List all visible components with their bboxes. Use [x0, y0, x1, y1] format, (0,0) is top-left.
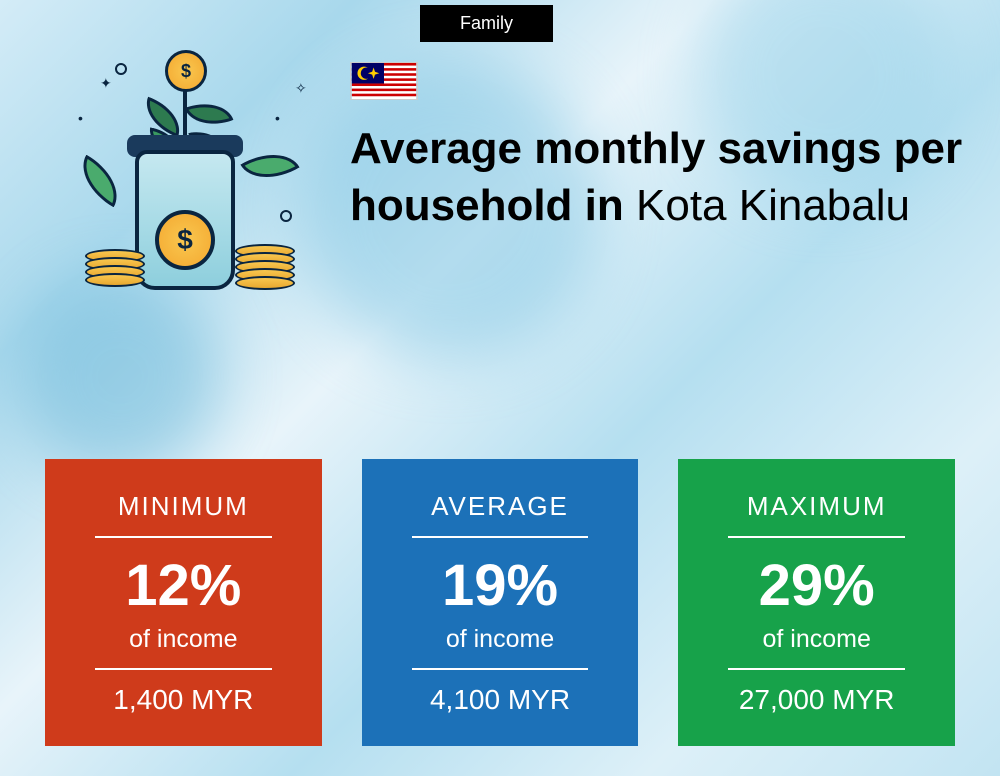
- malaysia-flag-icon: [350, 62, 418, 100]
- card-percent: 19%: [382, 552, 619, 619]
- card-amount: 4,100 MYR: [382, 684, 619, 716]
- card-minimum: MINIMUM 12% of income 1,400 MYR: [45, 459, 322, 746]
- category-tag: Family: [420, 5, 553, 42]
- card-of-income: of income: [65, 625, 302, 654]
- divider: [95, 536, 272, 538]
- divider: [728, 536, 905, 538]
- card-label: MAXIMUM: [698, 491, 935, 522]
- card-average: AVERAGE 19% of income 4,100 MYR: [362, 459, 639, 746]
- card-maximum: MAXIMUM 29% of income 27,000 MYR: [678, 459, 955, 746]
- page-title: Average monthly savings per household in…: [350, 120, 970, 234]
- card-amount: 1,400 MYR: [65, 684, 302, 716]
- dollar-coin-icon: $: [155, 210, 215, 270]
- card-amount: 27,000 MYR: [698, 684, 935, 716]
- card-label: AVERAGE: [382, 491, 619, 522]
- card-of-income: of income: [698, 625, 935, 654]
- coin-stack-icon: [235, 250, 295, 300]
- card-percent: 12%: [65, 552, 302, 619]
- divider: [412, 536, 589, 538]
- stats-cards: MINIMUM 12% of income 1,400 MYR AVERAGE …: [45, 459, 955, 746]
- card-of-income: of income: [382, 625, 619, 654]
- card-label: MINIMUM: [65, 491, 302, 522]
- card-percent: 29%: [698, 552, 935, 619]
- coin-icon: $: [165, 50, 207, 92]
- divider: [412, 668, 589, 670]
- divider: [95, 668, 272, 670]
- savings-jar-illustration: $ $ ✦✧ ••: [60, 55, 320, 315]
- divider: [728, 668, 905, 670]
- title-location: Kota Kinabalu: [636, 181, 910, 230]
- coin-stack-icon: [85, 255, 145, 305]
